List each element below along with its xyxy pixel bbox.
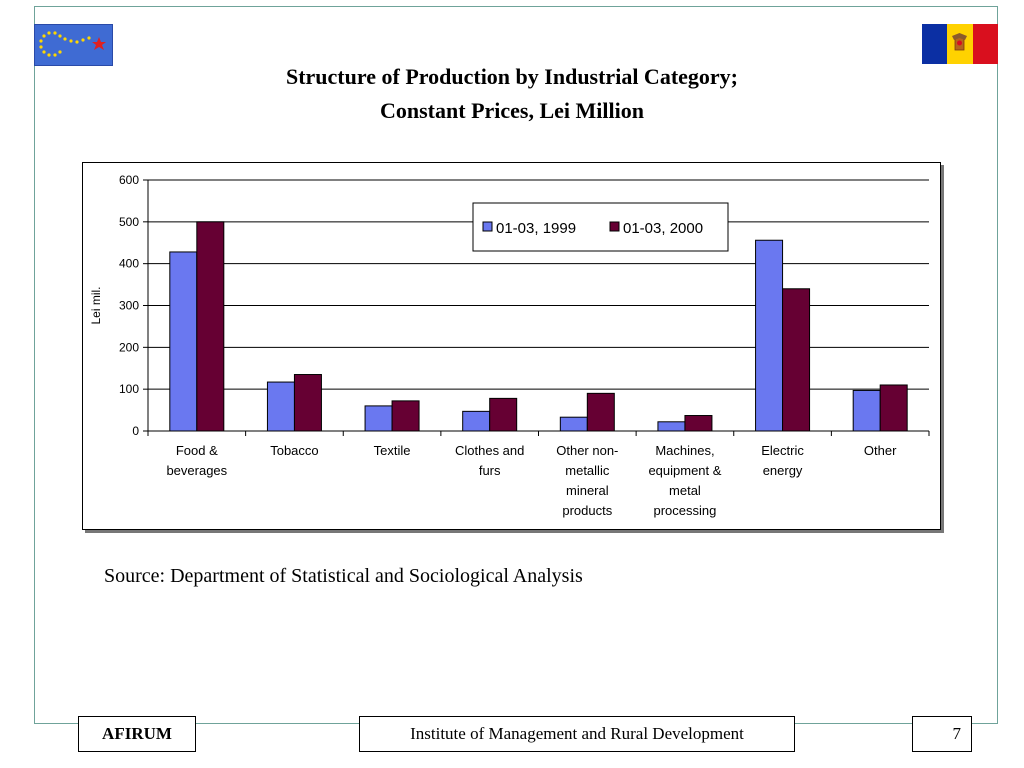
source-note: Source: Department of Statistical and So… [104, 565, 583, 587]
bar-series2 [489, 397, 518, 432]
y-tick-label: 400 [119, 257, 139, 271]
y-tick-label: 0 [132, 424, 139, 438]
x-tick-label: Food & [176, 443, 218, 458]
bar-series2 [782, 288, 811, 432]
page-title: Structure of Production by Industrial Ca… [0, 60, 1024, 128]
page-number: 7 [912, 716, 972, 752]
footer-org-label: AFIRUM [78, 716, 196, 752]
bar-series2 [293, 374, 322, 432]
x-tick-label: equipment & [648, 463, 721, 478]
legend-label-1: 01-03, 1999 [496, 220, 576, 237]
bar-series2 [879, 384, 908, 432]
title-line-1: Structure of Production by Industrial Ca… [285, 64, 738, 89]
eu-stars-logo-icon [34, 24, 113, 66]
y-axis-label: Lei mil. [89, 286, 103, 324]
x-tick-label: metal [669, 483, 701, 498]
y-tick-label: 600 [119, 173, 139, 187]
x-tick-label: products [562, 503, 612, 518]
y-tick-label: 200 [119, 340, 139, 354]
moldova-flag-icon [922, 24, 998, 64]
x-tick-label: Tobacco [270, 443, 318, 458]
title-line-2: Constant Prices, Lei Million [380, 98, 644, 123]
footer-institute-label: Institute of Management and Rural Develo… [359, 716, 795, 752]
y-tick-label: 100 [119, 382, 139, 396]
x-tick-label: Clothes and [455, 443, 524, 458]
legend-box [472, 202, 729, 252]
x-tick-label: Other [864, 443, 897, 458]
bar-series1 [169, 251, 198, 432]
x-tick-label: processing [654, 503, 717, 518]
bar-series2 [391, 400, 420, 432]
y-tick-label: 300 [119, 299, 139, 313]
chart-svg: 0 100 200 300 400 500 600 Lei mil. Food & beverag… [89, 173, 930, 518]
bar-series2 [684, 415, 713, 432]
bar-chart: 0 100 200 300 400 500 600 Lei mil. Food & beverag… [82, 162, 941, 530]
x-tick-label: Other non- [556, 443, 618, 458]
bar-series1 [657, 421, 686, 432]
bar-series2 [196, 221, 225, 432]
legend-swatch-1 [482, 221, 493, 232]
bar-series1 [462, 410, 491, 432]
x-tick-label: Machines, [655, 443, 714, 458]
bar-series1 [755, 239, 784, 432]
x-tick-label: beverages [166, 463, 227, 478]
legend-swatch-2 [609, 221, 620, 232]
bar-series2 [586, 392, 615, 432]
bar-series1 [559, 416, 588, 432]
x-tick-label: mineral [566, 483, 609, 498]
y-tick-label: 500 [119, 215, 139, 229]
x-tick-label: furs [479, 463, 501, 478]
x-tick-label: energy [763, 463, 803, 478]
x-tick-label: Textile [374, 443, 411, 458]
x-tick-label: metallic [565, 463, 610, 478]
bar-series1 [852, 389, 881, 432]
x-tick-label: Electric [761, 443, 804, 458]
legend-label-2: 01-03, 2000 [623, 220, 703, 237]
bar-series1 [364, 405, 393, 432]
bar-series1 [266, 381, 295, 432]
